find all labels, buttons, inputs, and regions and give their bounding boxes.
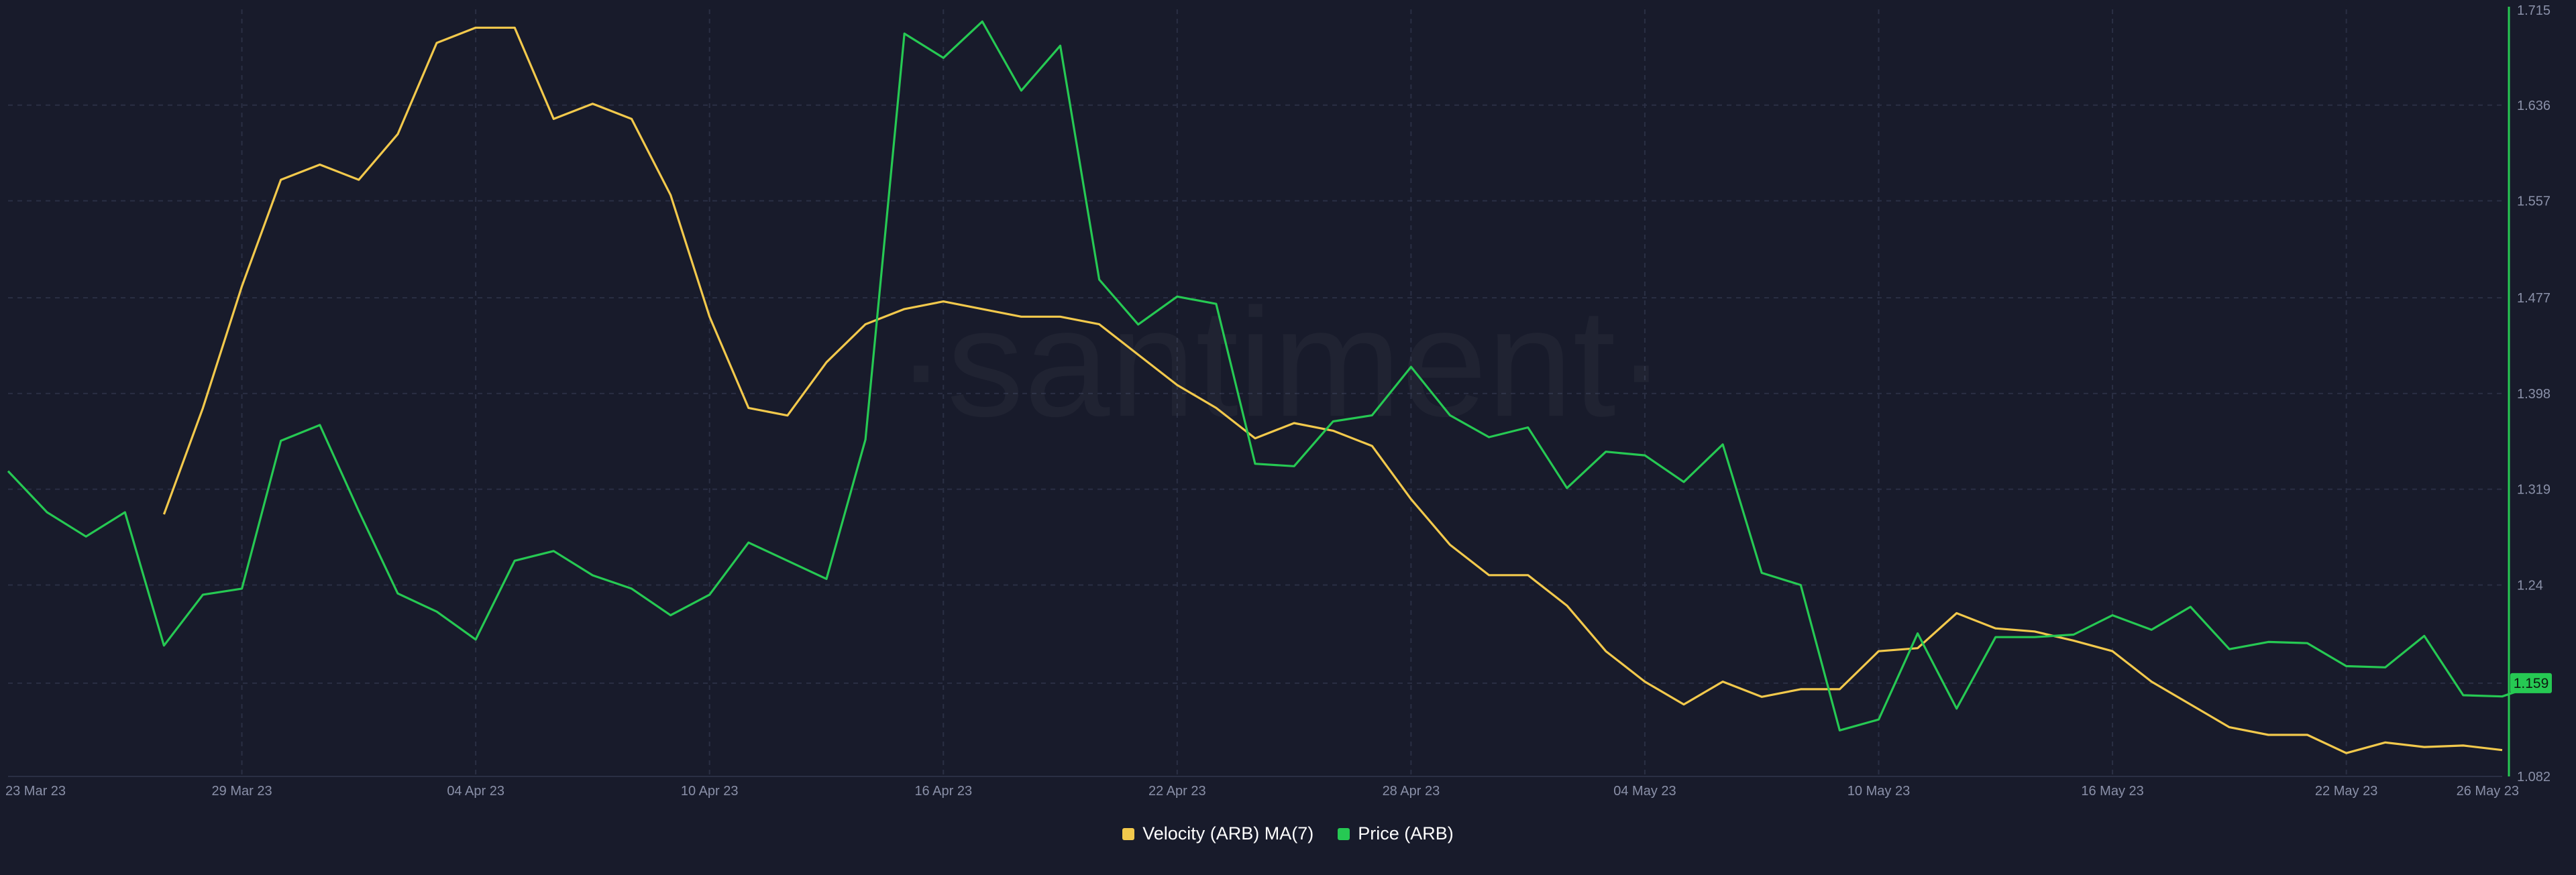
series-line-price bbox=[7, 20, 2542, 732]
price-badge: 1.159 bbox=[2510, 673, 2552, 693]
y-tick-label: 1.715 bbox=[2517, 3, 2551, 18]
x-tick-label: 16 Apr 23 bbox=[914, 784, 972, 799]
santiment-watermark: ·santiment· bbox=[896, 276, 1667, 449]
x-tick-label: 23 Mar 23 bbox=[5, 784, 66, 799]
x-tick-label: 10 May 23 bbox=[1847, 784, 1910, 799]
x-tick-label: 10 Apr 23 bbox=[681, 784, 739, 799]
x-tick-label: 22 Apr 23 bbox=[1148, 784, 1206, 799]
x-tick-label: 04 May 23 bbox=[1613, 784, 1676, 799]
x-tick-label: 16 May 23 bbox=[2081, 784, 2143, 799]
x-tick-label: 28 Apr 23 bbox=[1383, 784, 1440, 799]
legend-swatch-price bbox=[1338, 827, 1350, 840]
legend-item-velocity[interactable]: Velocity (ARB) MA(7) bbox=[1122, 823, 1313, 844]
y-tick-label: 1.082 bbox=[2517, 770, 2551, 784]
x-axis-ticks: 23 Mar 23 29 Mar 23 04 Apr 23 10 Apr 23 16 A… bbox=[5, 784, 2519, 799]
y-tick-label: 1.319 bbox=[2517, 483, 2551, 498]
legend-label-price: Price (ARB) bbox=[1358, 823, 1454, 843]
x-tick-label: 04 Apr 23 bbox=[447, 784, 504, 799]
series-line-velocity bbox=[162, 26, 2503, 754]
legend-swatch-velocity bbox=[1122, 827, 1135, 840]
y-tick-label: 1.557 bbox=[2517, 194, 2551, 209]
y-axis-ticks: 1.715 1.636 1.557 1.477 1.398 1.319 1.24 1.159 1… bbox=[2517, 3, 2551, 784]
y-tick-label: 1.24 bbox=[2517, 578, 2543, 593]
legend-item-price[interactable]: Price (ARB) bbox=[1338, 823, 1454, 844]
x-tick-label: 26 May 23 bbox=[2457, 784, 2519, 799]
y-tick-label: 1.636 bbox=[2517, 99, 2551, 113]
grid-layer bbox=[8, 9, 2502, 777]
legend-label-velocity: Velocity (ARB) MA(7) bbox=[1142, 823, 1314, 843]
y-tick-label: 1.398 bbox=[2517, 387, 2551, 402]
series-layer bbox=[7, 20, 2542, 754]
x-tick-label: 22 May 23 bbox=[2315, 784, 2377, 799]
chart-legend: Velocity (ARB) MA(7) Price (ARB) bbox=[0, 823, 2576, 844]
price-badge-bg bbox=[2510, 673, 2552, 693]
y-tick-label: 1.477 bbox=[2517, 291, 2551, 306]
x-tick-label: 29 Mar 23 bbox=[212, 784, 272, 799]
price-badge-value: 1.159 bbox=[2514, 676, 2549, 691]
